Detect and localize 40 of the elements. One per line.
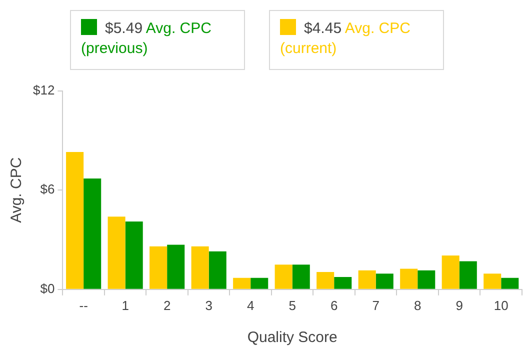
- bar: [358, 270, 376, 289]
- bar: [501, 278, 519, 289]
- bar: [84, 178, 102, 289]
- bar: [125, 222, 143, 289]
- bar: [208, 251, 226, 289]
- bar: [316, 272, 334, 289]
- x-tick-label: 10: [494, 298, 508, 313]
- bar: [150, 246, 168, 289]
- y-tick-label: $6: [40, 182, 55, 197]
- x-tick-label: 8: [414, 298, 422, 313]
- bar: [108, 216, 126, 289]
- y-axis-title: Avg. CPC: [8, 157, 26, 223]
- bar: [274, 264, 292, 289]
- x-tick-label: 5: [288, 298, 296, 313]
- y-tick-label: $12: [32, 82, 55, 98]
- bar: [292, 264, 310, 289]
- bar: [459, 261, 477, 289]
- legend-label: $5.49 Avg. CPC (previous): [81, 20, 212, 57]
- x-tick-label: 1: [122, 298, 129, 313]
- x-tick-label: 3: [205, 298, 212, 313]
- y-tick-label: $0: [40, 280, 55, 296]
- x-tick-label: 4: [246, 298, 254, 313]
- bar: [484, 274, 502, 289]
- bar: [334, 276, 352, 289]
- x-tick-label: 6: [330, 298, 338, 313]
- x-tick-label: 7: [372, 298, 380, 313]
- bar: [191, 246, 209, 289]
- x-tick-label: 2: [163, 298, 171, 313]
- bar: [250, 278, 268, 289]
- x-tick-label: 9: [456, 298, 463, 313]
- bar: [66, 152, 84, 289]
- bar: [400, 268, 418, 289]
- x-tick-label: --: [79, 298, 88, 313]
- legend-label: $4.45 Avg. CPC (current): [280, 20, 410, 57]
- bar: [167, 244, 185, 289]
- bar: [233, 278, 251, 289]
- bar: [418, 270, 436, 289]
- bar: [376, 274, 394, 289]
- bar: [442, 255, 460, 289]
- x-axis-title: Quality Score: [247, 329, 338, 346]
